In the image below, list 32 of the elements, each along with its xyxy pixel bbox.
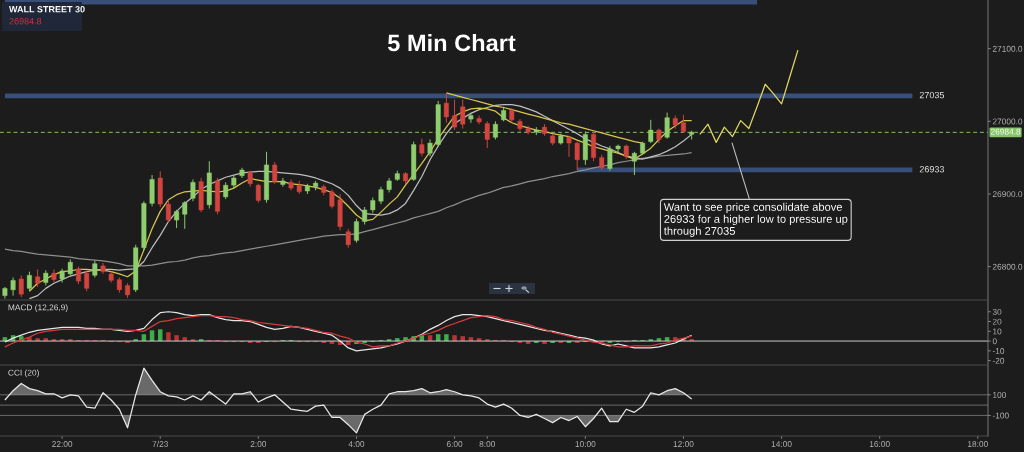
x-tick-label: 12:00: [673, 441, 694, 447]
annotation: 26984.8: [9, 18, 42, 25]
y-tick-label: 100: [993, 392, 1007, 398]
text: 5 Min Chart: [387, 34, 516, 52]
y-tick-label: -100: [992, 412, 1009, 419]
x-tick-label: 18:00: [967, 441, 988, 447]
y-tick-label: 26800.0: [992, 263, 1023, 270]
y-tick-label: 27000.0: [992, 118, 1023, 125]
chart-title: MACD (12,26,9): [8, 304, 68, 312]
y-tick-label: 0: [992, 338, 997, 345]
x-tick-label: 14:00: [771, 441, 792, 447]
x-tick-label: 2:00: [250, 441, 267, 447]
x-tick-label: 6:00: [446, 441, 463, 447]
y-tick-label: 27100.0: [992, 45, 1023, 52]
x-tick-label: 4:00: [348, 441, 365, 447]
y-tick-label: -20: [992, 357, 1005, 364]
annotation: Want to see price consolidate above 26933 for a higher low to pressure up through 27035: [663, 202, 848, 238]
y-tick-label: 30: [992, 308, 1002, 315]
chart-title: CCI (20): [8, 369, 39, 378]
data-label: 27035: [919, 91, 945, 99]
ref-line-label: 26984.8: [990, 128, 1021, 135]
y-tick-label: -10: [992, 348, 1005, 354]
x-tick-label: 22:00: [52, 441, 73, 447]
x-tick-label: 10:00: [575, 441, 596, 447]
x-tick-label: 8:00: [479, 441, 496, 447]
data-label: 26933: [919, 166, 945, 173]
y-tick-label: 20: [992, 318, 1002, 325]
text: WALL STREET 30: [9, 6, 85, 13]
x-tick-label: 7/23: [152, 440, 168, 447]
y-tick-label: 10: [993, 328, 1002, 335]
y-tick-label: 26900.0: [992, 191, 1023, 198]
x-tick-label: 16:00: [869, 441, 890, 447]
